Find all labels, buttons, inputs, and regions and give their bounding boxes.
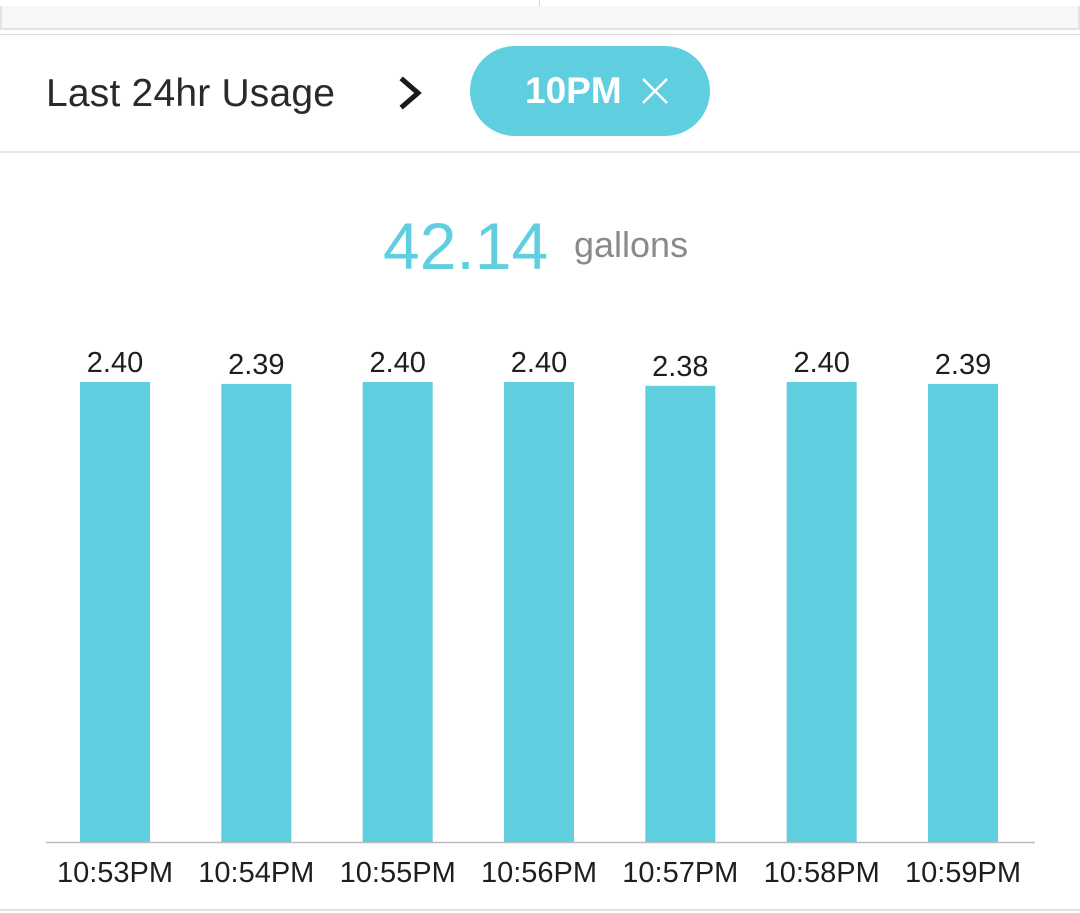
x-tick-label: 10:53PM: [57, 857, 173, 889]
x-tick-label: 10:58PM: [764, 857, 880, 889]
usage-bar[interactable]: [221, 383, 292, 842]
bar-value-label: 2.39: [935, 349, 991, 381]
x-tick-label: 10:56PM: [481, 857, 597, 889]
bar-value-label: 2.40: [511, 347, 567, 379]
x-tick-label: 10:57PM: [622, 857, 738, 889]
usage-bar[interactable]: [645, 385, 716, 842]
x-tick-label: 10:55PM: [340, 857, 456, 889]
x-tick-label: 10:54PM: [198, 857, 314, 889]
bottom-divider: [0, 909, 1080, 911]
x-tick-label: 10:59PM: [905, 857, 1021, 889]
bar-value-label: 2.40: [369, 347, 425, 379]
tab-divider: [539, 0, 540, 6]
hour-filter-chip[interactable]: 10PM: [470, 46, 710, 136]
hour-filter-label: 10PM: [525, 70, 622, 111]
bar-value-label: 2.40: [793, 347, 849, 379]
usage-bar[interactable]: [362, 382, 433, 842]
usage-header: Last 24hr Usage 10PM: [0, 35, 1080, 153]
total-usage-value: 42.14: [383, 209, 549, 283]
usage-bar[interactable]: [504, 382, 574, 842]
usage-bar[interactable]: [80, 382, 150, 842]
chevron-right-icon[interactable]: [398, 75, 426, 111]
total-usage-unit: gallons: [574, 224, 689, 265]
previous-panel-edge: [0, 0, 1080, 35]
bar-value-label: 2.40: [87, 347, 143, 379]
usage-bar[interactable]: [786, 382, 857, 842]
close-icon[interactable]: [641, 77, 669, 105]
bar-value-label: 2.39: [228, 349, 284, 381]
previous-panel-tabs: [0, 6, 1080, 30]
bar-value-label: 2.38: [652, 351, 708, 383]
usage-bar[interactable]: [928, 383, 998, 842]
section-title[interactable]: Last 24hr Usage: [46, 72, 336, 115]
